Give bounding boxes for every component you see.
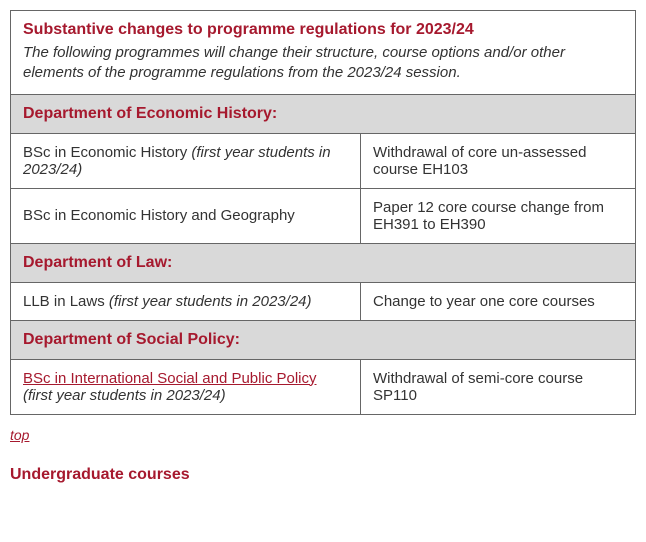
table-row: BSc in Economic History (first year stud… <box>11 133 636 188</box>
table-row: LLB in Laws (first year students in 2023… <box>11 282 636 320</box>
programme-cell: BSc in International Social and Public P… <box>11 359 361 414</box>
table-title: Substantive changes to programme regulat… <box>23 21 623 39</box>
change-cell: Paper 12 core course change from EH391 t… <box>361 188 636 243</box>
programme-cell: BSc in Economic History (first year stud… <box>11 133 361 188</box>
programme-note: (first year students in 2023/24) <box>23 387 226 404</box>
table-row: BSc in Economic History and Geography Pap… <box>11 188 636 243</box>
table-row: BSc in International Social and Public P… <box>11 359 636 414</box>
intro-cell: Substantive changes to programme regulat… <box>11 11 636 95</box>
change-cell: Withdrawal of semi-core course SP110 <box>361 359 636 414</box>
change-cell: Change to year one core courses <box>361 282 636 320</box>
section-heading: Undergraduate courses <box>10 466 636 484</box>
programme-name: BSc in Economic History <box>23 144 187 161</box>
change-cell: Withdrawal of core un-assessed course EH… <box>361 133 636 188</box>
programme-name: BSc in Economic History and Geography <box>23 207 295 224</box>
programme-link[interactable]: BSc in International Social and Public P… <box>23 370 317 387</box>
table-body: Substantive changes to programme regulat… <box>11 11 636 415</box>
department-header: Department of Social Policy: <box>11 320 636 359</box>
department-header: Department of Law: <box>11 243 636 282</box>
department-header: Department of Economic History: <box>11 94 636 133</box>
programme-note: (first year students in 2023/24) <box>109 293 312 310</box>
programme-name: LLB in Laws <box>23 293 105 310</box>
top-link[interactable]: top <box>10 427 29 443</box>
programme-cell: BSc in Economic History and Geography <box>11 188 361 243</box>
regulations-table: Substantive changes to programme regulat… <box>10 10 636 415</box>
programme-cell: LLB in Laws (first year students in 2023… <box>11 282 361 320</box>
intro-text: The following programmes will change the… <box>23 43 623 84</box>
